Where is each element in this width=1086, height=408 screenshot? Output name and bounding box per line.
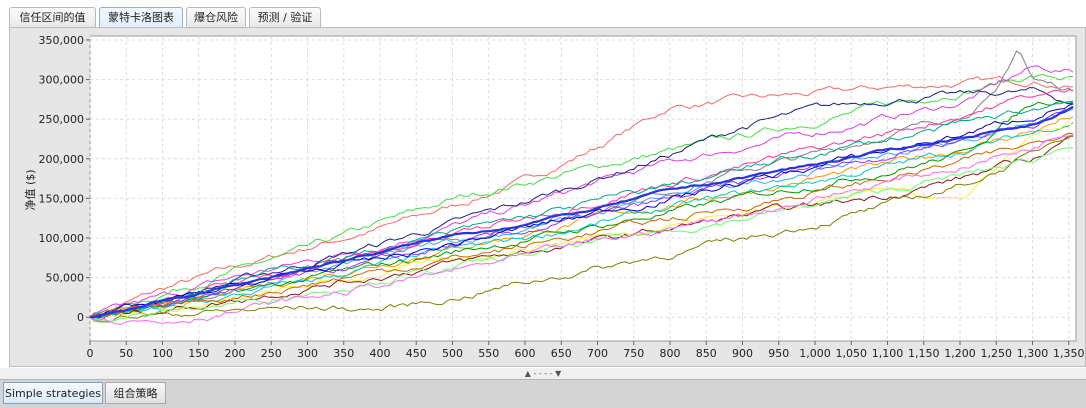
y-axis: 0 50,000 100,000 150,000 200,000 250,000 300,0…: [39, 34, 90, 324]
x-tick-label: 350: [333, 347, 354, 360]
equity-curve: [89, 122, 1074, 318]
x-axis: 0 50 100 150 200 250 300 350 400 450 500 550 600 650 7…: [87, 341, 1085, 360]
y-tick-label: 0: [77, 311, 84, 324]
x-tick-label: 1,000: [799, 347, 831, 360]
equity-curve: [89, 75, 1074, 318]
x-tick-label: 550: [478, 347, 499, 360]
equity-curves: [89, 50, 1074, 325]
x-tick-label: 150: [188, 347, 209, 360]
x-tick-label: 600: [515, 347, 536, 360]
tab-portfolio-strategies[interactable]: 组合策略: [105, 382, 166, 404]
x-tick-label: 950: [768, 347, 789, 360]
x-tick-label: 700: [587, 347, 608, 360]
y-axis-label: 净值 ($): [23, 169, 37, 210]
y-tick-label: 250,000: [39, 113, 85, 126]
y-tick-label: 100,000: [39, 232, 85, 245]
chart-tabbar: 信任区间的值 蒙特卡洛图表 爆仓风险 预测 / 验证: [0, 0, 1086, 28]
equity-curve: [89, 87, 1074, 321]
monte-carlo-chart: 0 50 100 150 200 250 300 350 400 450 500 550 600 650 7…: [23, 34, 1085, 360]
x-tick-label: 250: [261, 347, 282, 360]
tab-forecast-validation[interactable]: 预测 / 验证: [249, 7, 321, 27]
x-tick-label: 50: [119, 347, 133, 360]
x-tick-label: 1,200: [944, 347, 976, 360]
equity-curve: [89, 101, 1074, 319]
x-tick-label: 1,050: [836, 347, 868, 360]
y-tick-label: 300,000: [39, 74, 85, 87]
x-tick-label: 400: [370, 347, 391, 360]
equity-curve: [89, 73, 1074, 318]
tab-monte-carlo-chart[interactable]: 蒙特卡洛图表: [99, 7, 183, 27]
equity-curve: [89, 132, 1074, 318]
splitter-handle[interactable]: ▲ - - - - ▼: [0, 368, 1086, 379]
x-tick-label: 850: [696, 347, 717, 360]
x-tick-label: 300: [297, 347, 318, 360]
x-tick-label: 0: [87, 347, 94, 360]
grid-lines: [89, 36, 1076, 341]
strategy-tabbar: Simple strategies 组合策略: [0, 379, 1086, 408]
equity-curve: [89, 134, 1074, 323]
equity-curve: [89, 134, 1074, 325]
median-equity-curve: [89, 105, 1074, 319]
y-tick-label: 350,000: [39, 34, 85, 47]
tab-simple-strategies[interactable]: Simple strategies: [3, 382, 103, 404]
equity-curve: [89, 147, 1074, 322]
x-tick-label: 500: [442, 347, 463, 360]
y-tick-label: 200,000: [39, 153, 85, 166]
equity-curve: [89, 65, 1074, 318]
equity-curve: [89, 100, 1074, 318]
y-tick-label: 50,000: [46, 272, 85, 285]
tab-ruin-risk[interactable]: 爆仓风险: [186, 7, 246, 27]
x-tick-label: 1,100: [872, 347, 904, 360]
y-tick-label: 150,000: [39, 192, 85, 205]
x-tick-label: 1,350: [1053, 347, 1085, 360]
x-tick-label: 1,300: [1017, 347, 1049, 360]
x-tick-label: 100: [152, 347, 173, 360]
tab-confidence-values[interactable]: 信任区间的值: [9, 7, 96, 27]
x-tick-label: 750: [623, 347, 644, 360]
x-tick-label: 900: [732, 347, 753, 360]
x-tick-label: 650: [551, 347, 572, 360]
x-tick-label: 1,150: [908, 347, 940, 360]
x-tick-label: 1,250: [981, 347, 1013, 360]
x-tick-label: 800: [660, 347, 681, 360]
x-tick-label: 450: [406, 347, 427, 360]
x-tick-label: 200: [225, 347, 246, 360]
